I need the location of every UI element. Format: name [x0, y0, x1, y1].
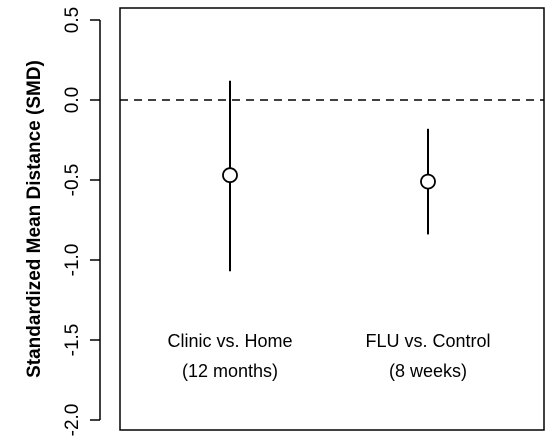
y-tick-label-2: -1.0 [62, 244, 83, 277]
category-label-0-line1: Clinic vs. Home [167, 331, 292, 351]
y-tick-label-3: -0.5 [62, 164, 83, 197]
category-label-0-line2: (12 months) [182, 361, 278, 381]
point-1 [420, 173, 436, 190]
y-tick-label-1: -1.5 [62, 324, 83, 357]
category-labels: Clinic vs. Home (12 months) FLU vs. Contro… [167, 331, 490, 381]
y-axis: -2.0 -1.5 -1.0 -0.5 0.0 0.5 [62, 7, 101, 437]
y-tick-label-4: 0.0 [62, 87, 83, 113]
plot-frame [119, 7, 545, 431]
series [222, 80, 436, 272]
y-tick-label-0: -2.0 [62, 404, 83, 437]
y-axis-label: Standardized Mean Distance (SMD) [24, 60, 45, 378]
category-label-1-line2: (8 weeks) [389, 361, 467, 381]
y-tick-label-5: 0.5 [62, 7, 83, 33]
category-label-1-line1: FLU vs. Control [365, 331, 490, 351]
point-0 [222, 167, 238, 184]
